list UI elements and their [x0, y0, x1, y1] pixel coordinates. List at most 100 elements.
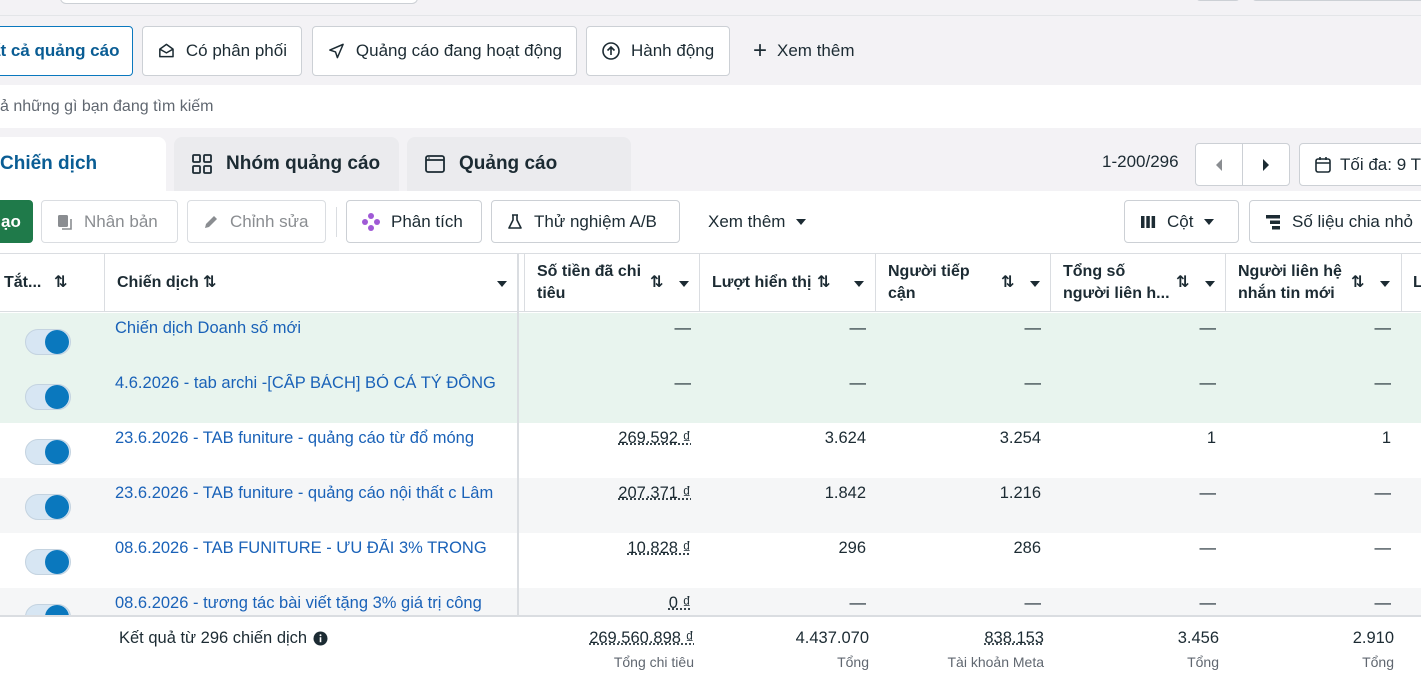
column-divider	[1050, 254, 1051, 312]
table-row[interactable]: Chiến dịch Doanh số mới — — — — —	[0, 313, 1421, 368]
spent-value: 0 ₫	[668, 594, 691, 612]
campaign-toggle[interactable]	[25, 549, 71, 575]
search-hint[interactable]: ả những gì bạn đang tìm kiếm	[0, 85, 1421, 128]
duplicate-label: Nhân bản	[84, 211, 158, 231]
column-divider	[1225, 254, 1226, 312]
impressions-value: —	[849, 594, 867, 612]
table-row[interactable]: 23.6.2026 - TAB funiture - quảng cáo từ …	[0, 423, 1421, 478]
toggle-knob	[45, 330, 69, 354]
chevron-down-icon	[1204, 218, 1215, 225]
table-row[interactable]: 23.6.2026 - TAB funiture - quảng cáo nội…	[0, 478, 1421, 533]
toggle-knob	[45, 385, 69, 409]
sort-icon[interactable]: ⇅	[1001, 274, 1015, 291]
col-campaign-header[interactable]: Chiến dịch ⇅	[117, 254, 517, 312]
analyze-button[interactable]: Phân tích	[346, 200, 482, 243]
col-extra-header[interactable]: L	[1413, 254, 1421, 312]
campaign-name-link[interactable]: 4.6.2026 - tab archi -[CẤP BÁCH] BỎ CẢ T…	[115, 374, 496, 392]
chevron-down-icon[interactable]	[1380, 281, 1390, 287]
impressions-value: —	[849, 319, 867, 337]
toolbar-more-label: Xem thêm	[708, 211, 786, 231]
col-impressions-header[interactable]: Lượt hiển thị ⇅	[712, 254, 875, 312]
breakdown-button[interactable]: Số liệu chia nhỏ	[1249, 200, 1421, 243]
impressions-value: 3.624	[824, 429, 866, 447]
summary-impressions-sub: Tổng	[837, 654, 869, 670]
duplicate-button[interactable]: Nhân bản	[41, 200, 178, 243]
campaign-name-link[interactable]: 23.6.2026 - TAB funiture - quảng cáo nội…	[115, 484, 494, 502]
ab-test-label: Thử nghiệm A/B	[534, 211, 657, 231]
search-box-edge[interactable]	[60, 0, 418, 4]
prev-page-button[interactable]	[1196, 144, 1242, 185]
contacts-value: —	[1199, 539, 1217, 557]
filter-all-ads[interactable]: ất cả quảng cáo	[0, 26, 133, 76]
tab-campaigns-label: Chiến dịch	[0, 153, 98, 174]
summary-spent: 269.560.898 ₫	[589, 629, 694, 647]
filter-active-ads[interactable]: Quảng cáo đang hoạt động	[312, 26, 577, 76]
col-reach-label: Người tiếp cận	[888, 263, 970, 302]
chevron-down-icon[interactable]	[1205, 281, 1215, 287]
sort-icon[interactable]: ⇅	[650, 274, 664, 291]
sort-icon[interactable]: ⇅	[817, 274, 831, 291]
col-reach-header[interactable]: Người tiếp cận ⇅	[888, 254, 1050, 312]
sort-icon[interactable]: ⇅	[1176, 274, 1190, 291]
top-right-button-edge-2[interactable]	[1252, 0, 1421, 1]
sparkle-icon	[362, 212, 380, 231]
columns-label: Cột	[1167, 211, 1194, 231]
campaign-name-link[interactable]: 23.6.2026 - TAB funiture - quảng cáo từ …	[115, 429, 474, 447]
sort-icon[interactable]: ⇅	[54, 274, 68, 291]
tab-campaigns[interactable]: Chiến dịch	[0, 137, 166, 191]
col-contacts-header[interactable]: Tổng số người liên h... ⇅	[1063, 254, 1225, 312]
ab-test-button[interactable]: Thử nghiệm A/B	[491, 200, 680, 243]
filter-delivered[interactable]: Có phân phối	[142, 26, 302, 76]
campaign-toggle[interactable]	[25, 329, 71, 355]
create-button[interactable]: ạo	[0, 200, 33, 243]
tab-adsets[interactable]: Nhóm quảng cáo	[174, 137, 399, 191]
campaign-name-link[interactable]: Chiến dịch Doanh số mới	[115, 319, 301, 337]
caret-left-icon	[1216, 158, 1222, 171]
campaign-toggle[interactable]	[25, 439, 71, 465]
tab-ads[interactable]: Quảng cáo	[407, 137, 631, 191]
new-msg-value: —	[1374, 539, 1392, 557]
edit-button[interactable]: Chỉnh sửa	[187, 200, 326, 243]
sort-icon[interactable]: ⇅	[203, 274, 217, 291]
campaign-name-link[interactable]: 08.6.2026 - TAB FUNITURE - ƯU ĐÃI 3% TRO…	[115, 539, 487, 557]
chevron-down-icon[interactable]	[854, 281, 864, 287]
table-header: Tắt... ⇅ Chiến dịch ⇅ Số tiền đã chi tiê…	[0, 254, 1421, 312]
filter-more-label: Xem thêm	[777, 41, 855, 60]
filter-delivered-label: Có phân phối	[185, 41, 287, 60]
summary-label-text: Kết quả từ 296 chiến dịch	[119, 629, 308, 647]
col-spent-label: Số tiền đã chi tiêu	[537, 263, 642, 302]
table-row[interactable]: 4.6.2026 - tab archi -[CẤP BÁCH] BỎ CẢ T…	[0, 368, 1421, 423]
filter-actions[interactable]: Hành động	[586, 26, 730, 76]
summary-spent-sub: Tổng chi tiêu	[613, 654, 694, 670]
pagination-range: 1-200/296	[1102, 152, 1179, 171]
col-contacts-label: Tổng số người liên h...	[1063, 263, 1170, 302]
columns-button[interactable]: Cột	[1124, 200, 1239, 243]
toolbar-more[interactable]: Xem thêm	[708, 200, 807, 243]
contacts-value: —	[1199, 484, 1217, 502]
col-spent-header[interactable]: Số tiền đã chi tiêu ⇅	[537, 254, 699, 312]
spent-value: 207.371 ₫	[618, 484, 691, 502]
ad-window-icon	[425, 155, 445, 173]
chevron-down-icon[interactable]	[497, 281, 507, 287]
table-row[interactable]: 08.6.2026 - TAB FUNITURE - ƯU ĐÃI 3% TRO…	[0, 533, 1421, 588]
summary-new-msg: 2.910	[1352, 629, 1394, 647]
campaign-name-link[interactable]: 08.6.2026 - tương tác bài viết tặng 3% g…	[115, 594, 482, 612]
flask-icon	[508, 213, 522, 229]
col-toggle-header[interactable]: Tắt... ⇅	[4, 254, 104, 312]
top-right-button-edge[interactable]	[1196, 0, 1240, 1]
chevron-down-icon[interactable]	[1030, 281, 1040, 287]
campaign-toggle[interactable]	[25, 494, 71, 520]
date-range-button[interactable]: Tối đa: 9 T	[1299, 143, 1421, 186]
campaign-toggle[interactable]	[25, 384, 71, 410]
level-tabs: Chiến dịch Nhóm quảng cáo Quảng cáo 1-20…	[0, 128, 1421, 191]
sort-icon[interactable]: ⇅	[1351, 274, 1365, 291]
col-new-msg-header[interactable]: Người liên hệ nhắn tin mới ⇅	[1238, 254, 1401, 312]
info-icon[interactable]	[313, 631, 328, 646]
next-page-button[interactable]	[1242, 144, 1289, 185]
caret-right-icon	[1263, 158, 1269, 171]
filter-more[interactable]: + Xem thêm	[753, 26, 855, 76]
toggle-knob	[45, 440, 69, 464]
contacts-value: —	[1199, 374, 1217, 392]
filter-active-ads-label: Quảng cáo đang hoạt động	[355, 41, 562, 60]
chevron-down-icon[interactable]	[679, 281, 689, 287]
